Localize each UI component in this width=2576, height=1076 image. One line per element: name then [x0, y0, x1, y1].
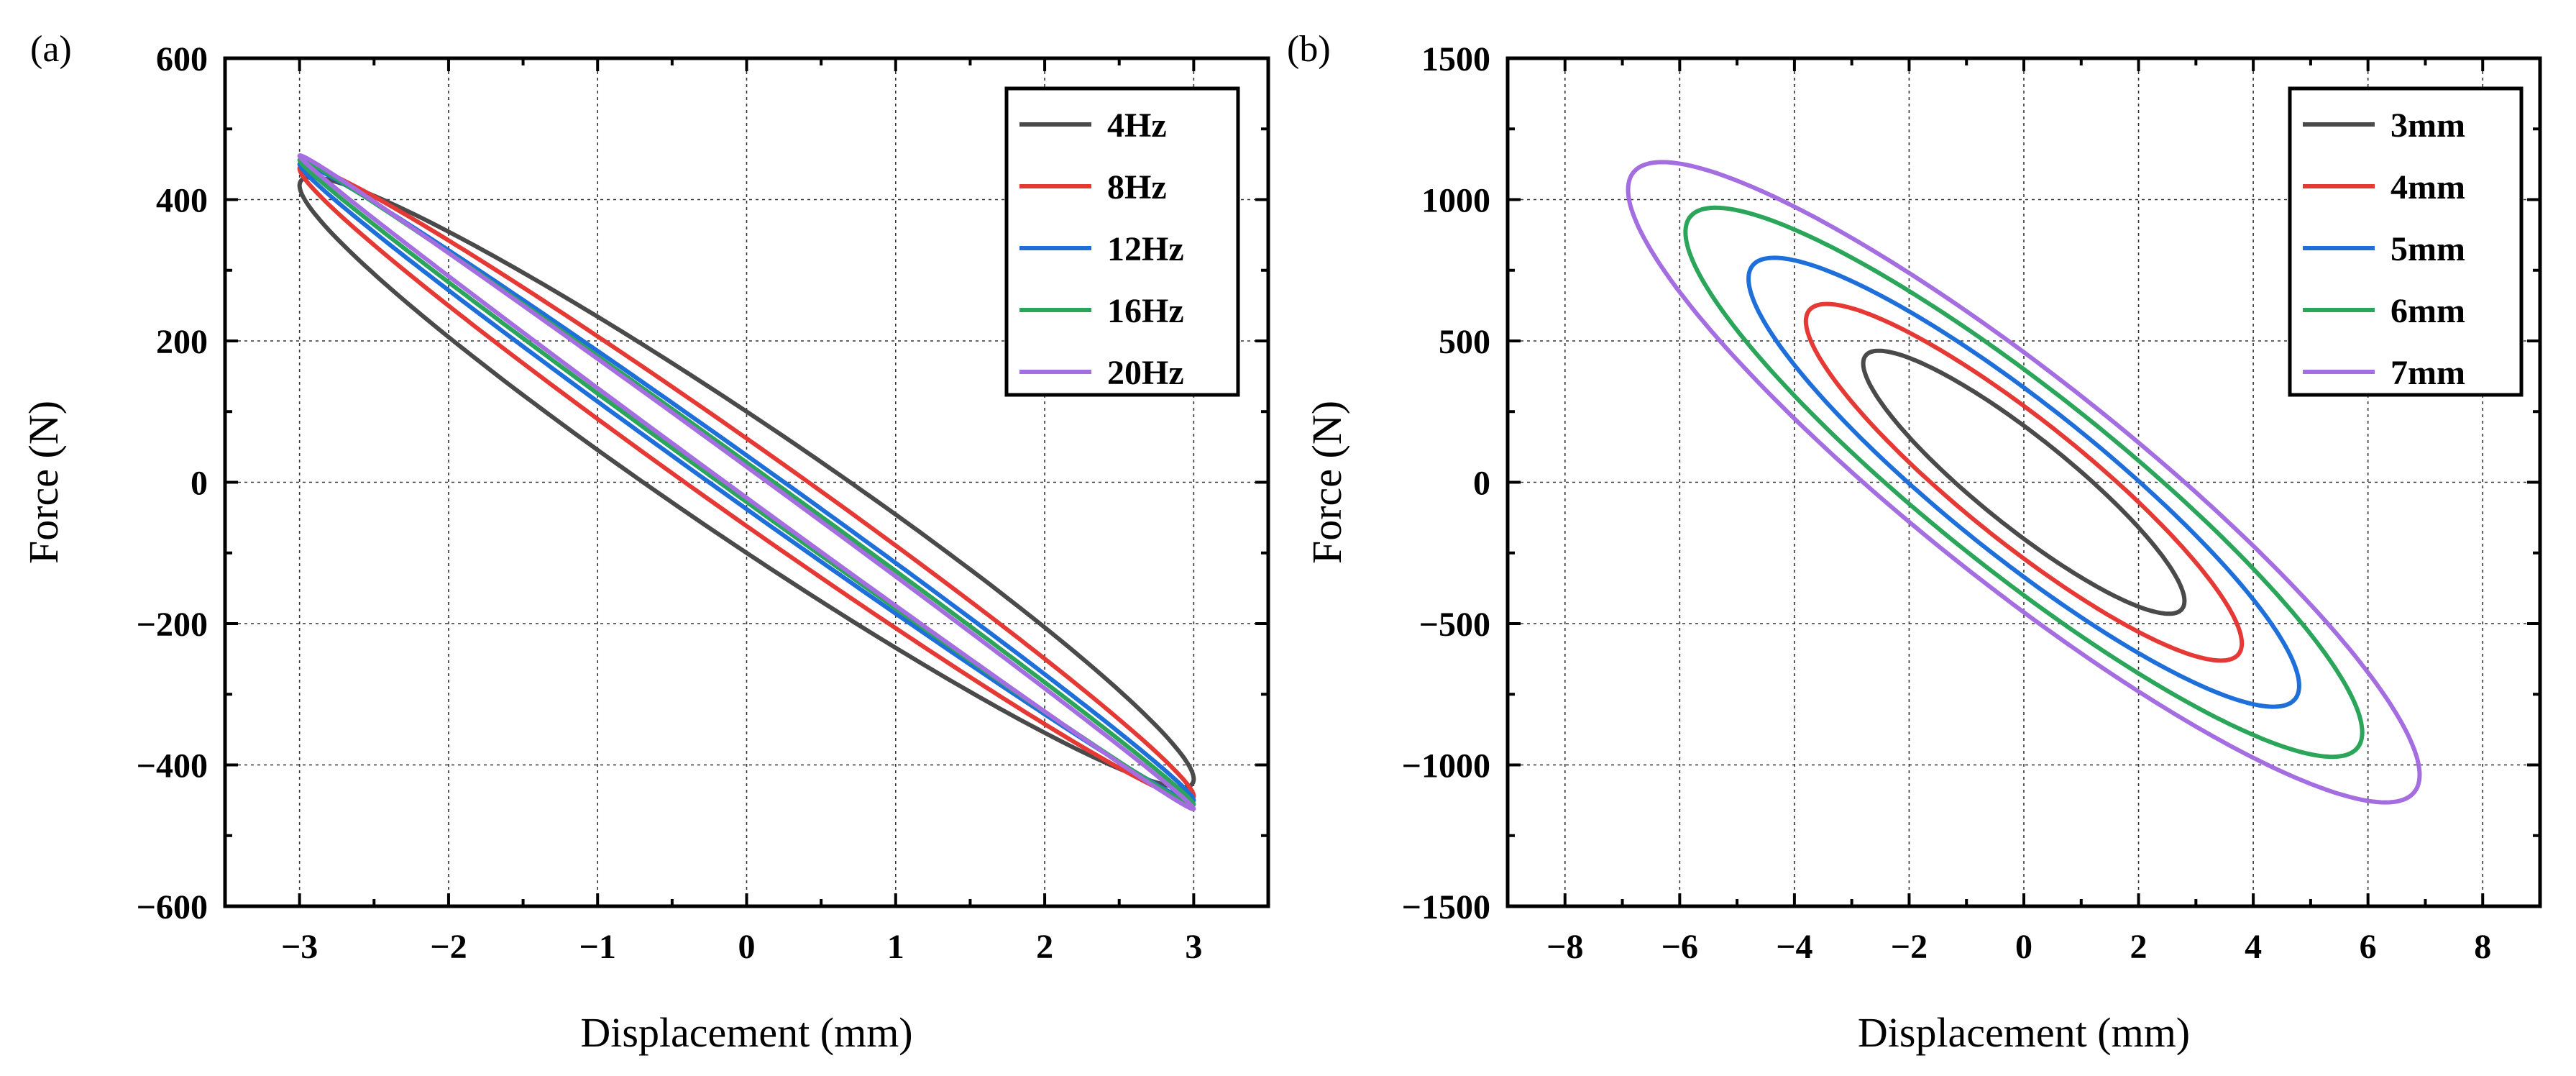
y-tick-label: 0	[1473, 465, 1490, 503]
x-tick-label: 8	[2474, 928, 2491, 966]
y-tick-label: 0	[191, 465, 208, 503]
x-tick-label: 1	[887, 928, 904, 966]
series-line-5mm	[1746, 255, 2301, 709]
legend-box	[2288, 86, 2524, 397]
series-line-4hz	[297, 175, 1196, 790]
panel-label: (b)	[1287, 29, 1331, 70]
x-axis-title: Displacement (mm)	[580, 1009, 912, 1056]
legend: 3mm 4mm 5mm 6mm 7mm	[2288, 86, 2524, 397]
legend-box	[1004, 86, 1240, 397]
y-tick-label: −1000	[1402, 747, 1490, 785]
x-tick-label: −1	[579, 928, 616, 966]
legend-label-4hz: 4Hz	[1107, 106, 1167, 145]
legend: 4Hz 8Hz 12Hz 16Hz 20Hz	[1004, 86, 1240, 397]
y-tick-label: 1500	[1421, 40, 1490, 78]
chart-panel-b: −8 −6 −4 −2 0 2 4 6 8 −1500 −1000 −500 0 500 1000 1500 D…	[1287, 29, 2542, 1056]
legend-label-8hz: 8Hz	[1107, 168, 1167, 206]
y-tick-label: 400	[156, 182, 208, 220]
y-tick-label: −500	[1419, 606, 1490, 644]
x-tick-label: 0	[738, 928, 756, 966]
legend-label-3mm: 3mm	[2391, 106, 2465, 145]
y-tick-label: −200	[137, 606, 208, 644]
axis-ticks	[224, 57, 1270, 908]
y-tick-label: 200	[156, 323, 208, 361]
x-tick-label: −3	[281, 928, 318, 966]
x-tick-label: −2	[430, 928, 467, 966]
data-curves	[1626, 160, 2422, 805]
legend-label-20hz: 20Hz	[1107, 354, 1184, 392]
x-axis-title: Displacement (mm)	[1858, 1009, 2190, 1056]
legend-label-16hz: 16Hz	[1107, 292, 1184, 330]
legend-label-6mm: 6mm	[2391, 292, 2465, 330]
x-tick-label: 4	[2245, 928, 2262, 966]
y-axis-title: Force (N)	[20, 401, 67, 564]
y-axis-title: Force (N)	[1303, 401, 1350, 564]
x-tick-label: −6	[1661, 928, 1698, 966]
x-tick-label: −4	[1776, 928, 1812, 966]
x-tick-label: −8	[1546, 928, 1583, 966]
x-tick-label: −2	[1891, 928, 1928, 966]
legend-label-4mm: 4mm	[2391, 168, 2465, 206]
y-tick-label: 600	[156, 40, 208, 78]
x-tick-label: 3	[1185, 928, 1202, 966]
y-tick-label: −400	[137, 747, 208, 785]
series-line-3mm	[1861, 348, 2187, 616]
panel-label: (a)	[30, 29, 72, 70]
chart-panel-a: −3 −2 −1 0 1 2 3 −600 −400 −200 0 200 400 600 Displace…	[20, 29, 1270, 1056]
series-line-7mm	[1626, 160, 2422, 805]
y-tick-label: 500	[1439, 323, 1490, 361]
series-line-20hz	[297, 153, 1196, 811]
x-tick-label: 0	[2015, 928, 2032, 966]
series-line-4mm	[1803, 301, 2245, 663]
series-line-12hz	[297, 160, 1196, 804]
data-curves	[297, 153, 1196, 811]
axis-ticks	[1506, 57, 2541, 908]
x-tick-label: 2	[1036, 928, 1053, 966]
y-tick-label: −600	[137, 888, 208, 926]
series-line-6mm	[1683, 205, 2365, 760]
legend-label-7mm: 7mm	[2391, 354, 2465, 392]
legend-label-12hz: 12Hz	[1107, 230, 1184, 268]
x-tick-label: 2	[2130, 928, 2148, 966]
x-tick-label: 6	[2360, 928, 2377, 966]
y-tick-label: −1500	[1402, 888, 1490, 926]
legend-label-5mm: 5mm	[2391, 230, 2465, 268]
y-tick-label: 1000	[1421, 182, 1490, 220]
